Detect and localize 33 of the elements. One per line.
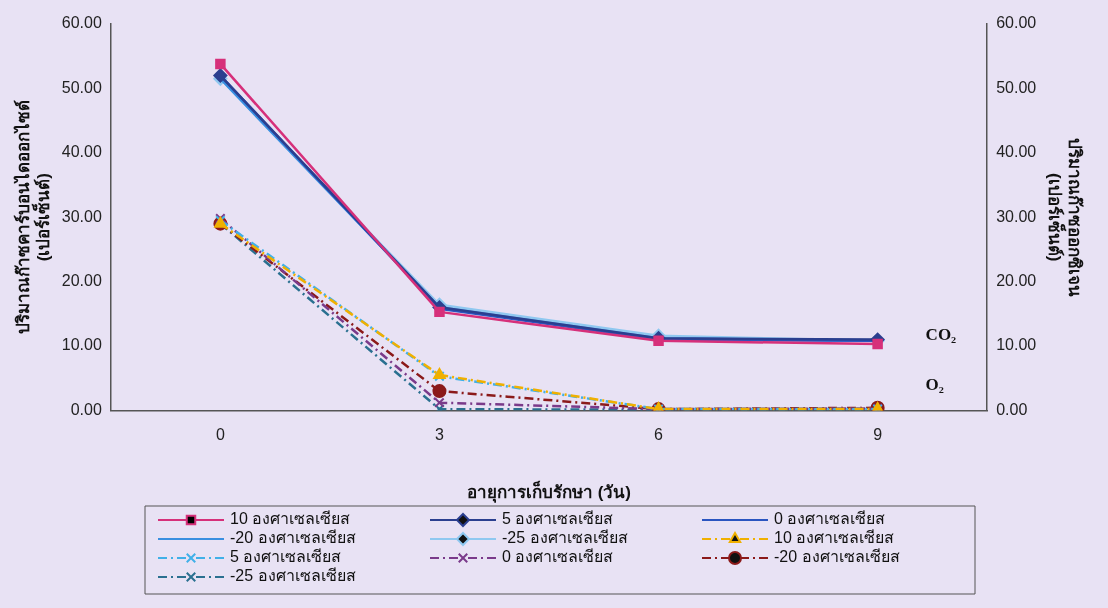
y-tick-label: 20.00 (61, 272, 102, 290)
x-tick-label: 6 (654, 426, 664, 444)
y-tick-label: 40.00 (61, 143, 102, 161)
y-tick-label: 0.00 (70, 400, 102, 418)
legend-label: 0 องศาเซลเซียส (502, 548, 614, 566)
legend-label: -20 องศาเซลเซียส (230, 529, 356, 547)
x-axis-title: อายุการเก็บรักษา (วัน) (466, 480, 632, 504)
y2-tick-label: 40.00 (996, 143, 1037, 161)
y-tick-label: 10.00 (61, 336, 102, 354)
legend-label: 10 องศาเซลเซียส (230, 510, 351, 528)
legend-label: 5 องศาเซลเซียส (230, 548, 342, 566)
y2-tick-label: 20.00 (996, 272, 1037, 290)
annotation: CO₂ (925, 324, 957, 344)
legend-label: 10 องศาเซลเซียส (774, 529, 895, 547)
y2-tick-label: 50.00 (996, 78, 1037, 96)
legend-label: 0 องศาเซลเซียส (774, 510, 886, 528)
y2-tick-label: 30.00 (996, 207, 1037, 225)
y-tick-label: 30.00 (61, 207, 102, 225)
legend-label: -20 องศาเซลเซียส (774, 548, 900, 566)
y-tick-label: 60.00 (61, 14, 102, 32)
y2-axis-title: ปริมาณก๊าซออกซิเจน (เปอร์เซ็นต์) (1044, 137, 1085, 297)
legend-label: -25 องศาเซลเซียส (230, 567, 356, 585)
y-axis-title: ปริมาณก๊าซคาร์บอนไดออกไซด์ (เปอร์เซ็นต์) (12, 100, 54, 335)
y2-tick-label: 10.00 (996, 336, 1037, 354)
legend-label: -25 องศาเซลเซียส (502, 529, 628, 547)
legend-label: 5 องศาเซลเซียส (502, 510, 614, 528)
y2-tick-label: 0.00 (996, 400, 1028, 418)
annotation: O₂ (925, 375, 944, 395)
y-tick-label: 50.00 (61, 78, 102, 96)
x-tick-label: 3 (435, 426, 445, 444)
x-tick-label: 0 (215, 426, 225, 444)
x-tick-label: 9 (873, 426, 883, 444)
y2-tick-label: 60.00 (996, 14, 1037, 32)
